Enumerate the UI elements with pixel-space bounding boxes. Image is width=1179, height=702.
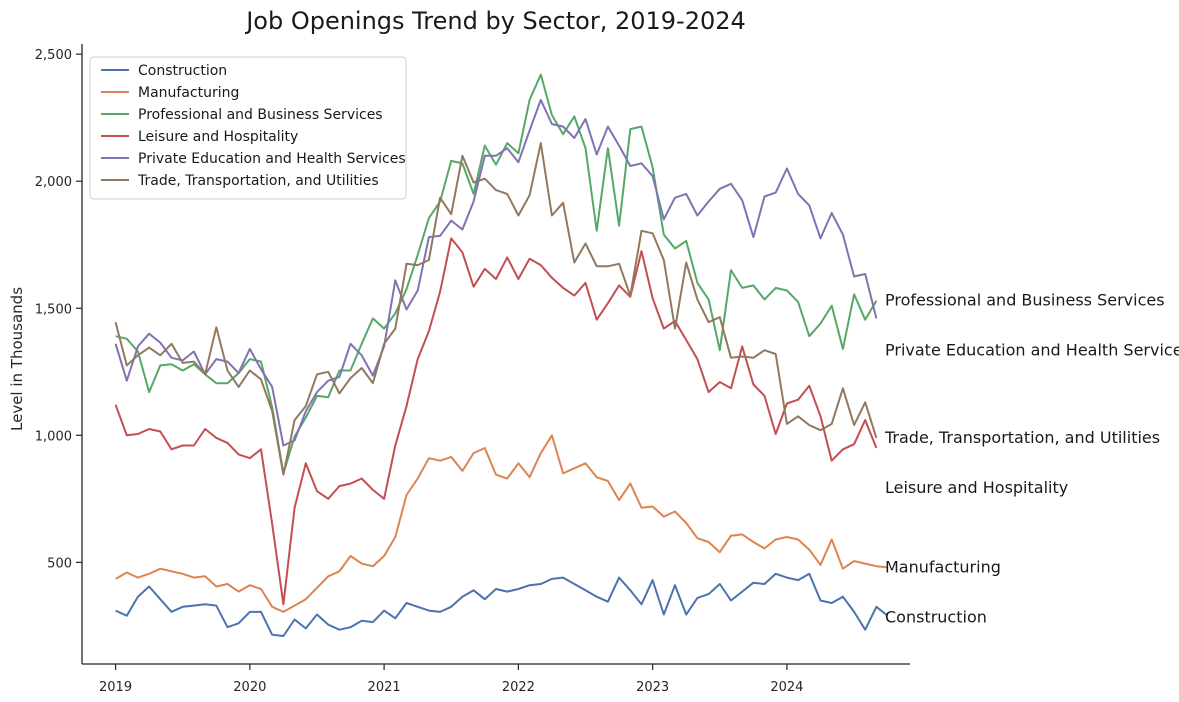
- x-tick-label: 2021: [368, 680, 401, 695]
- series-line-trade-transportation-and-utilities: [114, 142, 878, 476]
- legend-entry: Professional and Business Services: [138, 107, 383, 123]
- axes: 500 1,000 1,500 2,000 2,500 2019 2020 2021 2022 2…: [35, 44, 910, 695]
- legend-entry: Private Education and Health Services: [138, 151, 406, 167]
- series-line-construction: [115, 572, 889, 637]
- series-lines: [114, 73, 889, 637]
- x-tick-label: 2020: [233, 680, 266, 695]
- series-line-professional-and-business-services: [115, 73, 878, 475]
- y-tick-label: 1,000: [35, 429, 72, 444]
- legend-entry: Leisure and Hospitality: [138, 129, 298, 145]
- x-tick-label: 2023: [636, 680, 669, 695]
- end-label: Private Education and Health Services: [885, 341, 1179, 360]
- series-line-manufacturing: [115, 434, 888, 613]
- end-label: Manufacturing: [885, 557, 1001, 576]
- legend-entry: Construction: [138, 63, 227, 79]
- y-tick-label: 2,000: [35, 175, 72, 190]
- y-tick-label: 1,500: [35, 302, 72, 317]
- x-tick-label: 2024: [770, 680, 803, 695]
- series-line-private-education-and-health-services: [114, 98, 878, 447]
- y-tick-label: 2,500: [35, 48, 72, 63]
- chart-title: Job Openings Trend by Sector, 2019-2024: [244, 7, 746, 35]
- end-label: Trade, Transportation, and Utilities: [884, 428, 1160, 447]
- legend-entry: Trade, Transportation, and Utilities: [137, 173, 379, 189]
- legend: Construction Manufacturing Professional an…: [89, 56, 407, 200]
- end-label: Leisure and Hospitality: [885, 478, 1068, 497]
- y-tick-label: 500: [47, 556, 72, 571]
- legend-box: [89, 56, 407, 200]
- x-tick-label: 2022: [502, 680, 535, 695]
- end-labels: Professional and Business Services Privat…: [884, 291, 1179, 627]
- y-axis-label: Level in Thousands: [8, 287, 26, 431]
- legend-entry: Manufacturing: [138, 85, 239, 101]
- end-label: Construction: [885, 607, 987, 626]
- series-line-leisure-and-hospitality: [114, 237, 878, 606]
- x-tick-label: 2019: [99, 680, 132, 695]
- end-label: Professional and Business Services: [885, 291, 1165, 310]
